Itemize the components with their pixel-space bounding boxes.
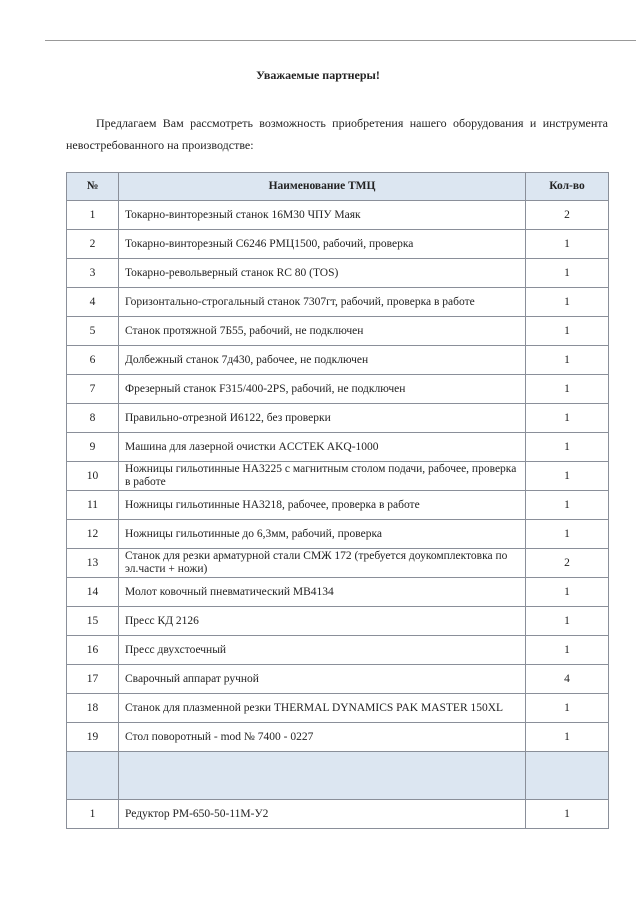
empty-cell bbox=[525, 751, 609, 800]
row-name: Сварочный аппарат ручной bbox=[118, 664, 526, 694]
equipment-table: № Наименование ТМЦ Кол-во 1 Токарно-винто… bbox=[66, 172, 609, 829]
row-name: Молот ковочный пневматический МВ4134 bbox=[118, 577, 526, 607]
row-qty: 1 bbox=[525, 345, 609, 375]
table-row: 19 Стол поворотный - mod № 7400 - 0227 1 bbox=[66, 722, 609, 752]
row-qty: 1 bbox=[525, 722, 609, 752]
row-number: 14 bbox=[66, 577, 119, 607]
table-row: 17 Сварочный аппарат ручной 4 bbox=[66, 664, 609, 694]
row-number: 5 bbox=[66, 316, 119, 346]
row-qty: 1 bbox=[525, 258, 609, 288]
intro-paragraph: Предлагаем Вам рассмотреть возможность п… bbox=[66, 116, 608, 152]
row-name: Станок протяжной 7Б55, рабочий, не подкл… bbox=[118, 316, 526, 346]
empty-cell bbox=[118, 751, 526, 800]
row-number: 18 bbox=[66, 693, 119, 723]
table-row: 9 Машина для лазерной очистки ACCTEK AKQ-… bbox=[66, 432, 609, 462]
table-row: 5 Станок протяжной 7Б55, рабочий, не подк… bbox=[66, 316, 609, 346]
table-row: 16 Пресс двухстоечный 1 bbox=[66, 635, 609, 665]
row-number: 1 bbox=[66, 799, 119, 829]
table-row: 4 Горизонтально-строгальный станок 7307гт… bbox=[66, 287, 609, 317]
row-qty: 1 bbox=[525, 577, 609, 607]
page-top-rule bbox=[45, 40, 636, 41]
row-qty: 1 bbox=[525, 635, 609, 665]
row-number: 8 bbox=[66, 403, 119, 433]
row-number: 16 bbox=[66, 635, 119, 665]
table-row: 6 Долбежный станок 7д430, рабочее, не под… bbox=[66, 345, 609, 375]
row-number: 11 bbox=[66, 490, 119, 520]
row-number: 4 bbox=[66, 287, 119, 317]
row-name: Токарно-винторезный станок 16М30 ЧПУ Мая… bbox=[118, 200, 526, 230]
row-qty: 1 bbox=[525, 693, 609, 723]
row-number: 1 bbox=[66, 200, 119, 230]
row-name: Ножницы гильотинные НА3225 с магнитным с… bbox=[118, 461, 526, 491]
page-title: Уважаемые партнеры! bbox=[256, 68, 380, 82]
row-name: Токарно-револьверный станок RC 80 (TOS) bbox=[118, 258, 526, 288]
table-row: 12 Ножницы гильотинные до 6,3мм, рабочий,… bbox=[66, 519, 609, 549]
row-qty: 1 bbox=[525, 374, 609, 404]
table-row: 2 Токарно-винторезный С6246 РМЦ1500, рабо… bbox=[66, 229, 609, 259]
row-number: 10 bbox=[66, 461, 119, 491]
row-qty: 2 bbox=[525, 200, 609, 230]
header-qty: Кол-во bbox=[525, 172, 609, 201]
row-name: Редуктор РМ-650-50-11М-У2 bbox=[118, 799, 526, 829]
row-number: 17 bbox=[66, 664, 119, 694]
row-qty: 1 bbox=[525, 606, 609, 636]
row-name: Пресс двухстоечный bbox=[118, 635, 526, 665]
table-row: 18 Станок для плазменной резки THERMAL DY… bbox=[66, 693, 609, 723]
section-divider-row bbox=[66, 751, 609, 800]
row-name: Фрезерный станок F315/400-2PS, рабочий, … bbox=[118, 374, 526, 404]
row-qty: 4 bbox=[525, 664, 609, 694]
row-name: Ножницы гильотинные до 6,3мм, рабочий, п… bbox=[118, 519, 526, 549]
row-qty: 2 bbox=[525, 548, 609, 578]
header-number: № bbox=[66, 172, 119, 201]
table-row: 3 Токарно-револьверный станок RC 80 (TOS)… bbox=[66, 258, 609, 288]
row-qty: 1 bbox=[525, 229, 609, 259]
row-number: 6 bbox=[66, 345, 119, 375]
row-number: 15 bbox=[66, 606, 119, 636]
row-qty: 1 bbox=[525, 432, 609, 462]
row-name: Стол поворотный - mod № 7400 - 0227 bbox=[118, 722, 526, 752]
row-qty: 1 bbox=[525, 461, 609, 491]
header-name: Наименование ТМЦ bbox=[118, 172, 526, 201]
row-number: 9 bbox=[66, 432, 119, 462]
table-row: 8 Правильно-отрезной И6122, без проверки 1 bbox=[66, 403, 609, 433]
row-name: Станок для плазменной резки THERMAL DYNA… bbox=[118, 693, 526, 723]
row-number: 7 bbox=[66, 374, 119, 404]
table-row: 1 Токарно-винторезный станок 16М30 ЧПУ Ма… bbox=[66, 200, 609, 230]
row-name: Станок для резки арматурной стали СМЖ 17… bbox=[118, 548, 526, 578]
row-name: Пресс КД 2126 bbox=[118, 606, 526, 636]
table-row: 13 Станок для резки арматурной стали СМЖ … bbox=[66, 548, 609, 578]
empty-cell bbox=[66, 751, 119, 800]
row-qty: 1 bbox=[525, 287, 609, 317]
table-row: 10 Ножницы гильотинные НА3225 с магнитным… bbox=[66, 461, 609, 491]
row-name: Правильно-отрезной И6122, без проверки bbox=[118, 403, 526, 433]
table-row: 15 Пресс КД 2126 1 bbox=[66, 606, 609, 636]
row-qty: 1 bbox=[525, 799, 609, 829]
row-name: Долбежный станок 7д430, рабочее, не подк… bbox=[118, 345, 526, 375]
row-number: 19 bbox=[66, 722, 119, 752]
row-number: 3 bbox=[66, 258, 119, 288]
row-number: 2 bbox=[66, 229, 119, 259]
row-qty: 1 bbox=[525, 403, 609, 433]
row-name: Горизонтально-строгальный станок 7307гт,… bbox=[118, 287, 526, 317]
row-qty: 1 bbox=[525, 519, 609, 549]
row-qty: 1 bbox=[525, 490, 609, 520]
table-row: 11 Ножницы гильотинные НА3218, рабочее, п… bbox=[66, 490, 609, 520]
row-qty: 1 bbox=[525, 316, 609, 346]
row-name: Машина для лазерной очистки ACCTEK AKQ-1… bbox=[118, 432, 526, 462]
table-row: 14 Молот ковочный пневматический МВ4134 1 bbox=[66, 577, 609, 607]
table-row: 1 Редуктор РМ-650-50-11М-У2 1 bbox=[66, 799, 609, 829]
row-name: Ножницы гильотинные НА3218, рабочее, про… bbox=[118, 490, 526, 520]
row-name: Токарно-винторезный С6246 РМЦ1500, рабоч… bbox=[118, 229, 526, 259]
row-number: 13 bbox=[66, 548, 119, 578]
row-number: 12 bbox=[66, 519, 119, 549]
table-row: 7 Фрезерный станок F315/400-2PS, рабочий,… bbox=[66, 374, 609, 404]
table-header: № Наименование ТМЦ Кол-во bbox=[66, 172, 609, 201]
